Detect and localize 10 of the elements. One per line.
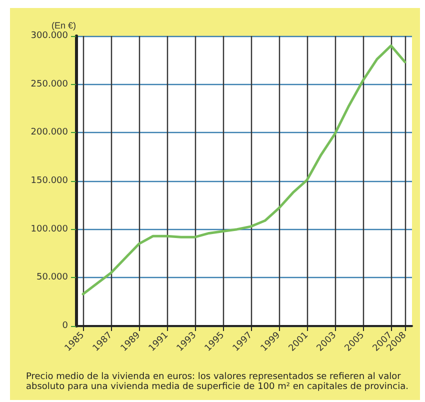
y-tick-label: 150.000 [30,176,68,186]
line-series [82,44,406,296]
y-axis-title: (En €) [51,20,76,30]
y-tick-label: 100.000 [30,224,68,234]
y-tick-label: 0 [62,321,68,331]
y-tick-label: 300.000 [30,31,68,41]
y-tick-label: 200.000 [30,128,68,138]
y-tick-label: 250.000 [30,79,68,90]
y-tick-label: 50.000 [36,272,68,283]
text: Precio medio de la vivienda en euros: los valores representados se refieren al valor absoluto para una vivienda media de superficie de 100 m² en capitales de provincia. [26,372,410,392]
